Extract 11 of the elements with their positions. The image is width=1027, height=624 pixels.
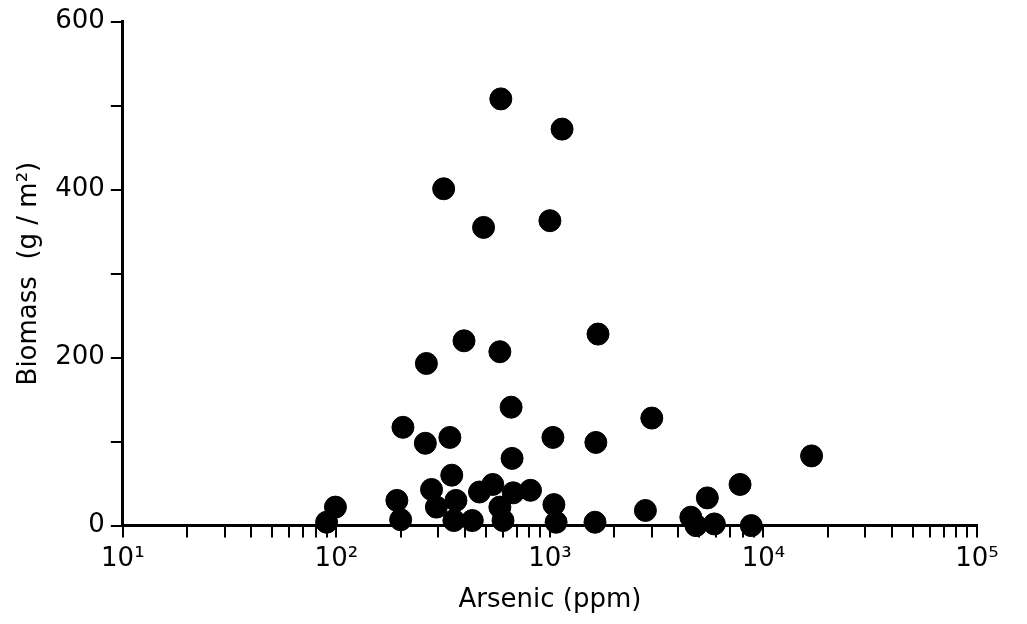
y-tick-label: 600	[55, 4, 105, 35]
x-tick-label: 10³	[528, 541, 572, 572]
y-tick-label: 0	[88, 508, 105, 539]
y-tick-label: 400	[55, 172, 105, 203]
y-axis-title: Biomass (g / m²)	[12, 161, 43, 386]
y-tick-label: 200	[55, 340, 105, 371]
x-tick-label: 10²	[314, 541, 359, 572]
x-tick-label: 10¹	[101, 541, 145, 572]
x-tick-label: 10⁵	[955, 541, 999, 572]
x-tick-label: 10⁴	[741, 541, 786, 572]
x-axis-title: Arsenic (ppm)	[458, 583, 642, 614]
